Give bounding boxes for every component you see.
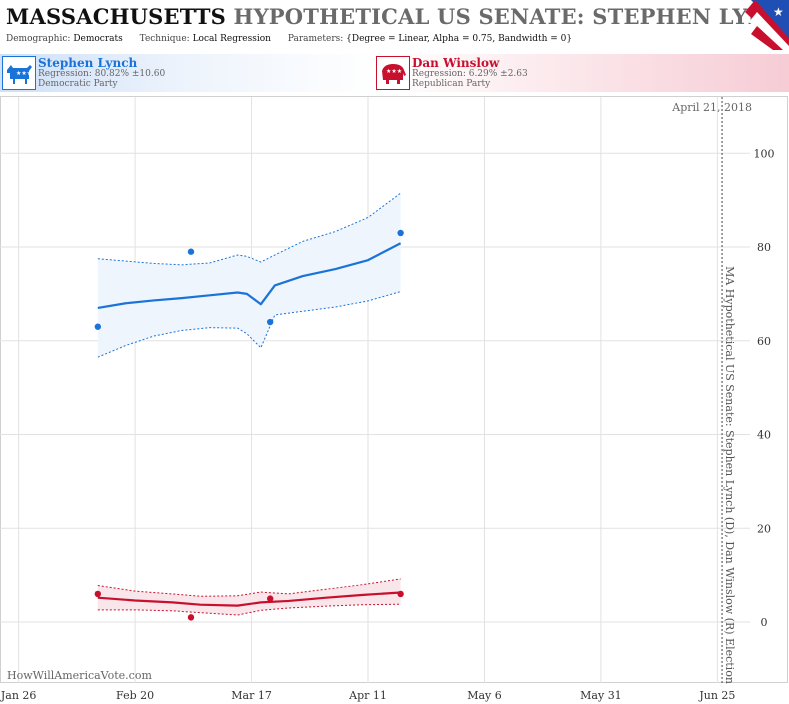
elephant-icon: ★★★: [376, 56, 410, 90]
date-stamp: April 21, 2018: [671, 101, 752, 114]
candidate-name: Dan Winslow: [412, 56, 500, 70]
chart-title: MASSACHUSETTS HYPOTHETICAL US SENATE: ST…: [6, 4, 789, 29]
x-tick-label: Apr 11: [348, 689, 387, 702]
watermark-text: HowWillAmericaVote.com: [7, 669, 152, 682]
state-name: MASSACHUSETTS: [6, 4, 227, 29]
poll-point: [94, 323, 102, 330]
y-tick-label: 0: [761, 616, 768, 629]
x-tick-label: May 6: [467, 689, 502, 702]
regression-line: [97, 591, 401, 607]
y-tick-label: 40: [757, 429, 771, 442]
poll-point: [397, 590, 404, 598]
election-label: MA Hypothetical US Senate: Stephen Lynch…: [723, 266, 736, 684]
flag-logo: ★: [745, 0, 789, 50]
y-tick-label: 20: [757, 522, 771, 535]
y-tick-label: 100: [754, 147, 775, 160]
candidate-regression: Regression: 80.82% ±10.60: [38, 69, 166, 79]
candidate-regression: Regression: 6.29% ±2.63: [412, 69, 528, 79]
poll-point: [397, 229, 404, 237]
poll-point: [187, 248, 195, 255]
technique-value: Local Regression: [192, 34, 271, 44]
technique-label: Technique:: [139, 34, 190, 44]
y-tick-label: 80: [757, 241, 771, 254]
svg-text:★★★: ★★★: [386, 68, 402, 75]
candidate-republican-legend: ★★★ Dan Winslow Regression: 6.29% ±2.63 …: [374, 54, 789, 92]
y-tick-label: 60: [757, 335, 771, 348]
plot-frame: [0, 96, 788, 683]
demographic-value: Democrats: [73, 34, 123, 44]
confidence-upper-line: [97, 192, 401, 266]
poll-point: [187, 614, 195, 621]
x-tick-label: Jan 26: [0, 689, 36, 702]
confidence-band: [97, 578, 401, 616]
confidence-band: [97, 193, 401, 358]
svg-text:★: ★: [773, 5, 784, 19]
parameters-value: {Degree = Linear, Alpha = 0.75, Bandwidt…: [346, 34, 573, 44]
regression-line: [97, 242, 402, 310]
x-tick-label: Mar 17: [231, 689, 272, 702]
candidate-party: Democratic Party: [38, 79, 118, 89]
race-title: HYPOTHETICAL US SENATE: STEPHEN LYNCH: [233, 4, 789, 29]
donkey-icon: ★★★: [2, 56, 36, 90]
poll-point: [94, 590, 102, 598]
parameters-label: Parameters:: [287, 34, 344, 44]
x-tick-label: May 31: [580, 689, 622, 702]
demographic-label: Demographic:: [6, 34, 71, 44]
candidate-party: Republican Party: [412, 79, 491, 89]
candidate-democrat-legend: ★★★ Stephen Lynch Regression: 80.82% ±10…: [0, 54, 380, 92]
poll-point: [266, 595, 274, 602]
x-tick-label: Jun 25: [698, 689, 735, 702]
parameters-line: Demographic: Democrats Technique: Local …: [6, 34, 586, 44]
svg-text:★★★: ★★★: [16, 70, 32, 77]
confidence-upper-line: [97, 578, 401, 597]
flag-icon: ★: [745, 0, 789, 50]
candidate-name: Stephen Lynch: [38, 56, 138, 70]
x-tick-label: Feb 20: [116, 689, 154, 702]
poll-point: [266, 318, 274, 326]
